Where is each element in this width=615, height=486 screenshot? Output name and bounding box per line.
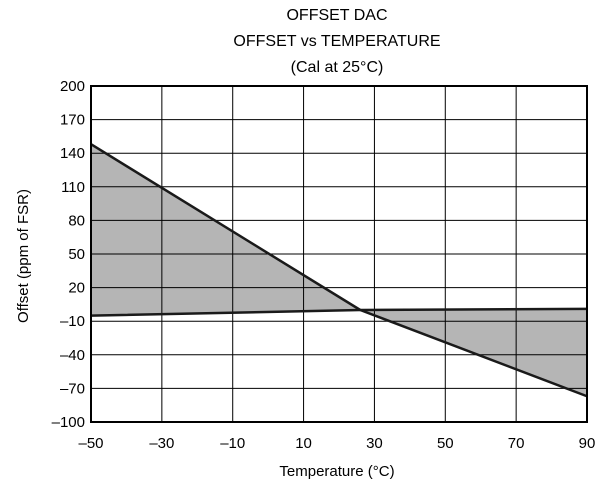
y-tick-label: 170 xyxy=(60,112,85,129)
x-tick-label: 50 xyxy=(437,435,454,452)
plot-frame xyxy=(90,85,588,423)
y-tick-label: –100 xyxy=(52,414,85,431)
y-tick-label: 110 xyxy=(61,179,85,196)
y-tick-label: 80 xyxy=(68,212,85,229)
y-tick-label: 140 xyxy=(60,145,85,162)
y-tick-label: –10 xyxy=(60,313,85,330)
x-tick-label: –30 xyxy=(149,435,174,452)
chart-title-line-2: OFFSET vs TEMPERATURE xyxy=(233,33,440,50)
y-tick-label: –40 xyxy=(60,347,85,364)
chart-title-line-3: (Cal at 25°C) xyxy=(291,59,384,76)
y-tick-label: 200 xyxy=(60,78,85,95)
series-line-2 xyxy=(90,307,588,317)
x-tick-label: –10 xyxy=(220,435,245,452)
x-tick-label: 10 xyxy=(295,435,312,452)
y-tick-label: 20 xyxy=(68,280,85,297)
x-tick-label: –50 xyxy=(78,435,103,452)
x-tick-label: 90 xyxy=(579,435,596,452)
chart-title-line-1: OFFSET DAC xyxy=(286,7,387,24)
x-tick-label: 30 xyxy=(366,435,383,452)
y-tick-label: 50 xyxy=(68,246,85,263)
y-axis-label: Offset (ppm of FSR) xyxy=(15,189,32,323)
x-axis-label: Temperature (°C) xyxy=(279,463,394,480)
y-tick-label: –70 xyxy=(60,380,85,397)
x-tick-label: 70 xyxy=(508,435,525,452)
shaded-offset-region xyxy=(91,144,587,397)
